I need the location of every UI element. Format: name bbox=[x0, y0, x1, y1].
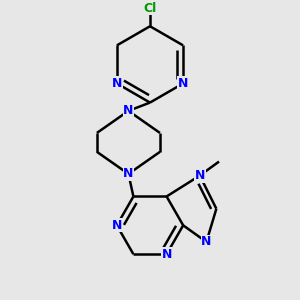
Text: Cl: Cl bbox=[143, 2, 157, 14]
Text: N: N bbox=[178, 77, 188, 90]
Text: N: N bbox=[112, 77, 122, 90]
Text: N: N bbox=[112, 219, 122, 232]
Text: N: N bbox=[195, 169, 205, 182]
Text: N: N bbox=[123, 167, 134, 180]
Text: N: N bbox=[201, 236, 212, 248]
Text: N: N bbox=[123, 104, 134, 117]
Text: N: N bbox=[161, 248, 172, 261]
